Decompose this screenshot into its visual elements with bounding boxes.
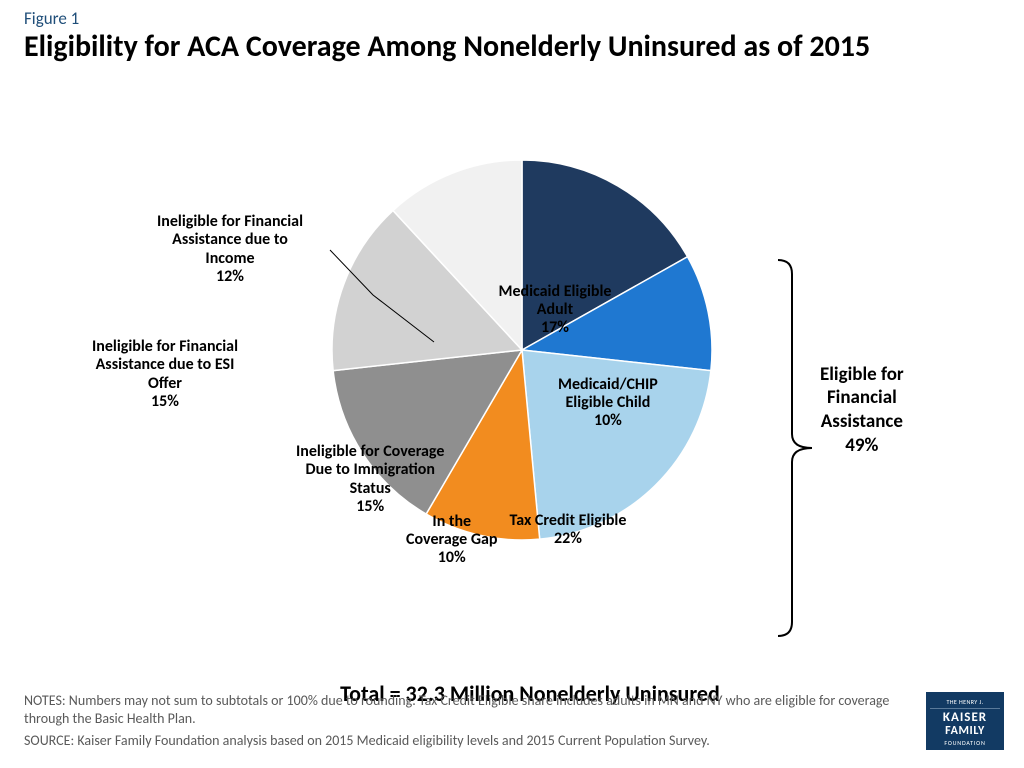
slice-label-immigration: Ineligible for CoverageDue to Immigratio…: [296, 443, 444, 517]
page: Figure 1 Eligibility for ACA Coverage Am…: [0, 0, 1024, 768]
footnote-notes: NOTES: Numbers may not sum to subtotals …: [24, 692, 904, 727]
logo-line1: KAISER: [926, 711, 1004, 724]
slice-label-tax_credit: Tax Credit Eligible22%: [510, 512, 627, 549]
chart-area: Medicaid EligibleAdult17% Medicaid/CHIPEl…: [0, 120, 1024, 660]
kaiser-logo: THE HENRY J. KAISER FAMILY FOUNDATION: [926, 692, 1004, 750]
slice-label-medicaid_adult: Medicaid EligibleAdult17%: [499, 283, 612, 338]
logo-top: THE HENRY J.: [930, 698, 1000, 709]
bracket-label: Eligible forFinancialAssistance49%: [820, 363, 904, 458]
logo-line2: FAMILY: [926, 725, 1004, 737]
slice-label-esi_offer: Ineligible for FinancialAssistance due t…: [92, 338, 238, 412]
brace-path: [778, 260, 812, 636]
logo-bottom: FOUNDATION: [926, 739, 1004, 747]
slice-label-coverage_gap: In theCoverage Gap10%: [406, 513, 498, 568]
figure-label: Figure 1: [24, 8, 79, 29]
footnote-source: SOURCE: Kaiser Family Foundation analysi…: [24, 732, 904, 750]
slice-label-income: Ineligible for FinancialAssistance due t…: [157, 213, 303, 287]
chart-title: Eligibility for ACA Coverage Among Nonel…: [24, 30, 984, 65]
slice-label-medicaid_child: Medicaid/CHIPEligible Child10%: [558, 376, 658, 431]
